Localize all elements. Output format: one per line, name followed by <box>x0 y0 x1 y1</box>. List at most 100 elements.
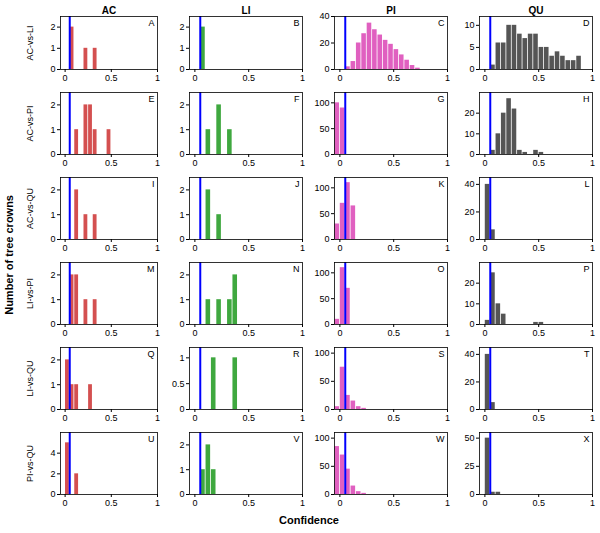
svg-text:0.5: 0.5 <box>242 413 255 423</box>
svg-text:100: 100 <box>314 98 329 108</box>
svg-text:0.5: 0.5 <box>105 73 118 83</box>
svg-text:100: 100 <box>314 348 329 358</box>
svg-text:1: 1 <box>179 353 184 363</box>
svg-text:2: 2 <box>50 185 55 195</box>
svg-text:1: 1 <box>300 243 305 253</box>
svg-text:0.5: 0.5 <box>532 73 545 83</box>
svg-text:0: 0 <box>50 319 55 329</box>
svg-text:1: 1 <box>590 413 595 423</box>
svg-text:1: 1 <box>179 43 184 53</box>
svg-text:0.5: 0.5 <box>242 73 255 83</box>
svg-text:2: 2 <box>179 440 184 450</box>
svg-text:20: 20 <box>464 278 474 288</box>
svg-text:0: 0 <box>324 234 329 244</box>
svg-text:0: 0 <box>50 64 55 74</box>
svg-text:PI: PI <box>386 5 396 16</box>
svg-text:0: 0 <box>469 319 474 329</box>
svg-text:PI-vs-QU: PI-vs-QU <box>25 445 35 482</box>
svg-text:0: 0 <box>192 243 197 253</box>
svg-text:J: J <box>295 179 300 189</box>
svg-text:2: 2 <box>50 270 55 280</box>
svg-text:40: 40 <box>464 179 474 189</box>
svg-text:0: 0 <box>63 73 68 83</box>
svg-text:A: A <box>148 18 154 28</box>
svg-text:4: 4 <box>50 448 55 458</box>
svg-text:1: 1 <box>590 158 595 168</box>
svg-text:1: 1 <box>445 413 450 423</box>
svg-text:0: 0 <box>324 64 329 74</box>
svg-text:G: G <box>437 94 444 104</box>
svg-text:0.5: 0.5 <box>387 413 400 423</box>
svg-text:0.5: 0.5 <box>532 243 545 253</box>
svg-text:25: 25 <box>464 461 474 471</box>
svg-text:40: 40 <box>319 11 329 21</box>
svg-text:1: 1 <box>155 328 160 338</box>
svg-text:0.5: 0.5 <box>105 243 118 253</box>
svg-text:1: 1 <box>445 243 450 253</box>
svg-text:1: 1 <box>445 328 450 338</box>
svg-text:0.5: 0.5 <box>105 498 118 508</box>
svg-text:K: K <box>438 179 444 189</box>
svg-text:20: 20 <box>464 108 474 118</box>
svg-text:100: 100 <box>314 183 329 193</box>
svg-text:50: 50 <box>319 124 329 134</box>
svg-text:0: 0 <box>192 413 197 423</box>
svg-text:0: 0 <box>337 243 342 253</box>
svg-text:0: 0 <box>179 234 184 244</box>
svg-text:V: V <box>293 434 299 444</box>
svg-text:40: 40 <box>464 349 474 359</box>
svg-text:O: O <box>437 264 444 274</box>
svg-text:1: 1 <box>590 328 595 338</box>
svg-text:E: E <box>148 94 154 104</box>
svg-text:0.5: 0.5 <box>532 158 545 168</box>
svg-text:0: 0 <box>63 413 68 423</box>
svg-text:0: 0 <box>482 73 487 83</box>
svg-text:D: D <box>583 18 590 28</box>
svg-text:1: 1 <box>155 498 160 508</box>
svg-text:0.5: 0.5 <box>532 328 545 338</box>
svg-text:N: N <box>293 264 300 274</box>
svg-text:1: 1 <box>300 158 305 168</box>
svg-text:LI-vs-QU: LI-vs-QU <box>25 361 35 397</box>
svg-text:LI: LI <box>242 5 251 16</box>
svg-text:B: B <box>293 18 299 28</box>
svg-text:0: 0 <box>192 73 197 83</box>
svg-text:0: 0 <box>482 328 487 338</box>
svg-text:2: 2 <box>179 22 184 32</box>
svg-text:0: 0 <box>324 149 329 159</box>
svg-text:0: 0 <box>337 413 342 423</box>
svg-text:1: 1 <box>445 73 450 83</box>
svg-text:P: P <box>583 264 589 274</box>
svg-text:1: 1 <box>300 328 305 338</box>
svg-text:H: H <box>583 94 590 104</box>
svg-text:1: 1 <box>179 125 184 135</box>
svg-text:0: 0 <box>63 498 68 508</box>
svg-text:1: 1 <box>590 73 595 83</box>
svg-text:AC-vs-LI: AC-vs-LI <box>25 25 35 60</box>
svg-text:10: 10 <box>464 129 474 139</box>
svg-text:0: 0 <box>324 319 329 329</box>
svg-text:0: 0 <box>192 498 197 508</box>
svg-text:0.5: 0.5 <box>105 413 118 423</box>
svg-text:0.5: 0.5 <box>105 158 118 168</box>
svg-text:W: W <box>436 434 445 444</box>
svg-text:0.5: 0.5 <box>105 328 118 338</box>
svg-text:1: 1 <box>155 73 160 83</box>
svg-text:0: 0 <box>324 404 329 414</box>
svg-text:AC: AC <box>102 5 116 16</box>
svg-text:0.5: 0.5 <box>242 328 255 338</box>
svg-text:0: 0 <box>482 413 487 423</box>
svg-text:R: R <box>293 349 300 359</box>
svg-text:0: 0 <box>482 243 487 253</box>
svg-text:50: 50 <box>319 294 329 304</box>
svg-text:0: 0 <box>482 158 487 168</box>
svg-text:0: 0 <box>50 404 55 414</box>
svg-text:100: 100 <box>314 433 329 443</box>
svg-text:0: 0 <box>63 243 68 253</box>
svg-text:0: 0 <box>337 328 342 338</box>
svg-text:T: T <box>584 349 590 359</box>
svg-text:0: 0 <box>469 64 474 74</box>
svg-text:0.5: 0.5 <box>532 498 545 508</box>
svg-text:0: 0 <box>179 489 184 499</box>
svg-text:0: 0 <box>337 498 342 508</box>
